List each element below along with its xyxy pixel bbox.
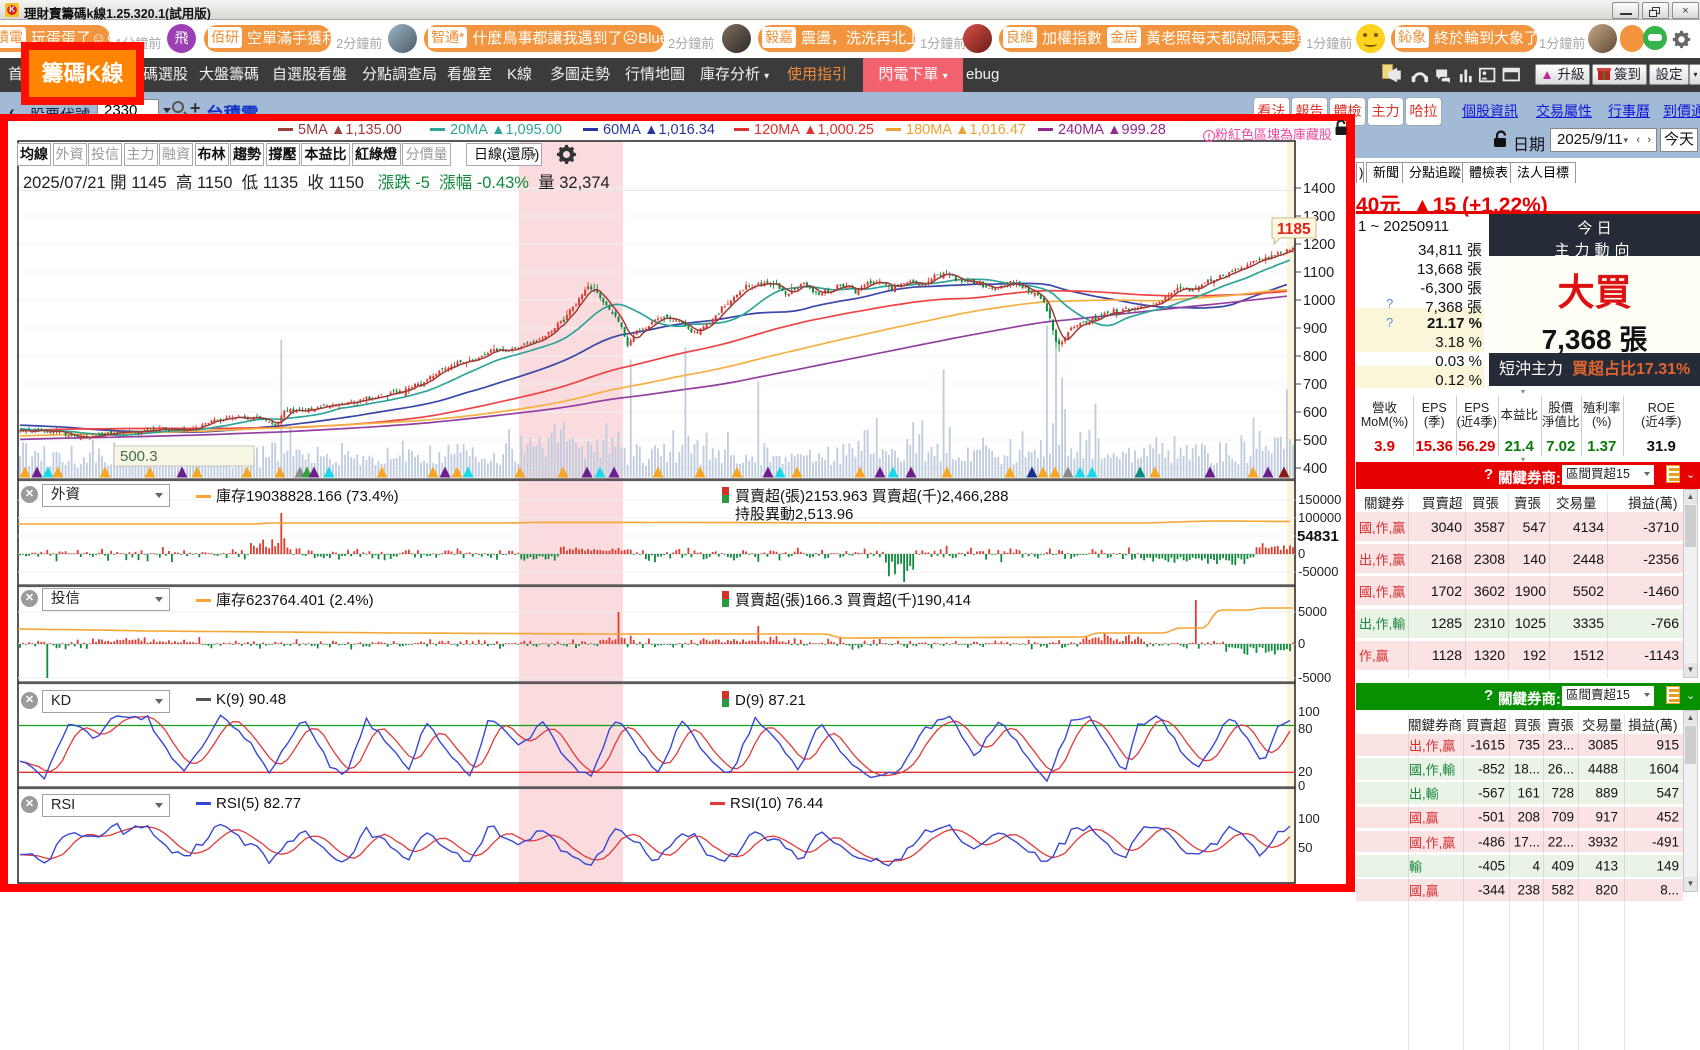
svg-text:500.3: 500.3	[120, 448, 158, 465]
svg-text:1185: 1185	[1277, 221, 1311, 238]
svg-text:5000: 5000	[1298, 604, 1327, 619]
svg-text:1100: 1100	[1303, 265, 1334, 281]
svg-text:0: 0	[1298, 778, 1305, 793]
svg-text:900: 900	[1303, 321, 1327, 337]
svg-text:50: 50	[1298, 840, 1312, 855]
svg-text:1400: 1400	[1303, 181, 1335, 197]
svg-text:0: 0	[1298, 546, 1305, 561]
svg-text:100000: 100000	[1298, 510, 1341, 525]
svg-text:500: 500	[1303, 433, 1327, 449]
svg-text:700: 700	[1303, 377, 1327, 393]
svg-text:1000: 1000	[1303, 293, 1335, 309]
svg-text:54831: 54831	[1297, 528, 1339, 545]
svg-text:-50000: -50000	[1298, 564, 1338, 579]
svg-text:100: 100	[1298, 811, 1320, 826]
svg-text:80: 80	[1298, 721, 1312, 736]
svg-text:20: 20	[1298, 764, 1312, 779]
svg-text:150000: 150000	[1298, 492, 1341, 507]
svg-text:600: 600	[1303, 405, 1327, 421]
svg-text:-5000: -5000	[1298, 670, 1331, 685]
svg-text:1200: 1200	[1303, 237, 1335, 253]
svg-text:100: 100	[1298, 704, 1320, 719]
svg-text:400: 400	[1303, 461, 1327, 477]
svg-text:800: 800	[1303, 349, 1327, 365]
svg-text:0: 0	[1298, 636, 1305, 651]
